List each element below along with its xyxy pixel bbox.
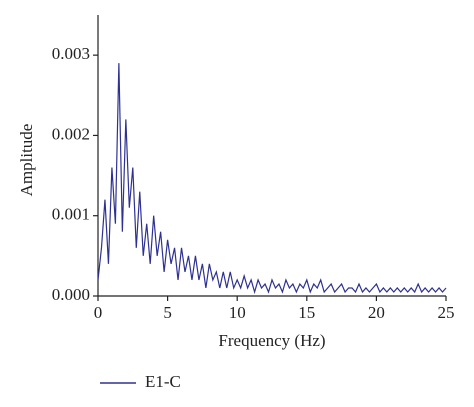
legend-label: E1-C <box>145 372 181 391</box>
x-tick-label: 20 <box>368 303 385 322</box>
y-tick-label: 0.001 <box>52 205 90 224</box>
data-line <box>97 63 447 295</box>
x-tick-label: 0 <box>94 303 103 322</box>
x-tick-label: 15 <box>298 303 315 322</box>
x-axis-label: Frequency (Hz) <box>218 331 325 350</box>
y-tick-label: 0.003 <box>52 44 90 63</box>
y-tick-label: 0.002 <box>52 124 90 143</box>
y-axis-label: Amplitude <box>17 124 36 197</box>
x-tick-label: 10 <box>229 303 246 322</box>
y-tick-label: 0.000 <box>52 285 90 304</box>
x-tick-label: 5 <box>163 303 172 322</box>
x-tick-label: 25 <box>438 303 455 322</box>
